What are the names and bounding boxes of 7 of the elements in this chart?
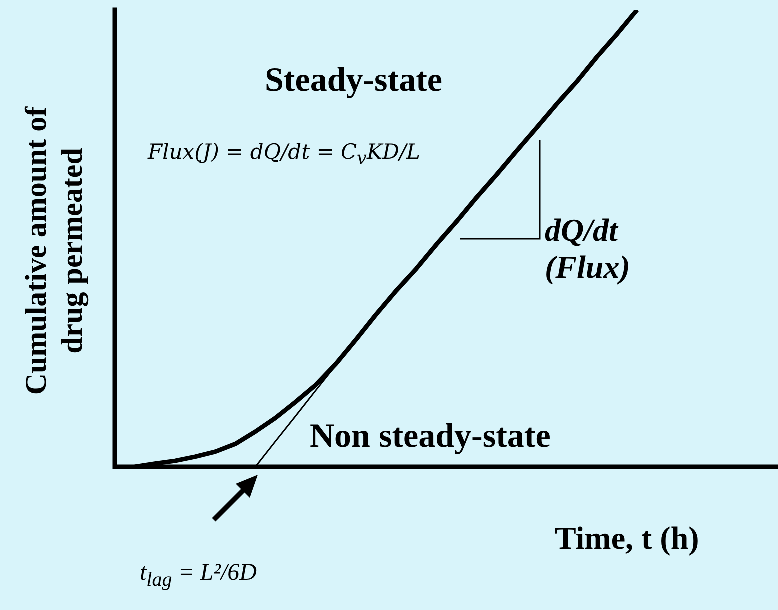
x-axis-title: Time, t (h)	[555, 520, 700, 557]
annotation: Flux(J) = dQ/dt = C$_{v}$KD/L	[148, 140, 420, 170]
annotation: Steady-state	[265, 62, 443, 100]
annotation: Non steady-state	[310, 418, 551, 456]
text: t$_{lag}$ = L²/6D	[140, 560, 257, 592]
annotation: dQ/dt (Flux)	[545, 212, 632, 286]
y-axis-title: Cumulative amount of drug permeated	[19, 106, 90, 398]
